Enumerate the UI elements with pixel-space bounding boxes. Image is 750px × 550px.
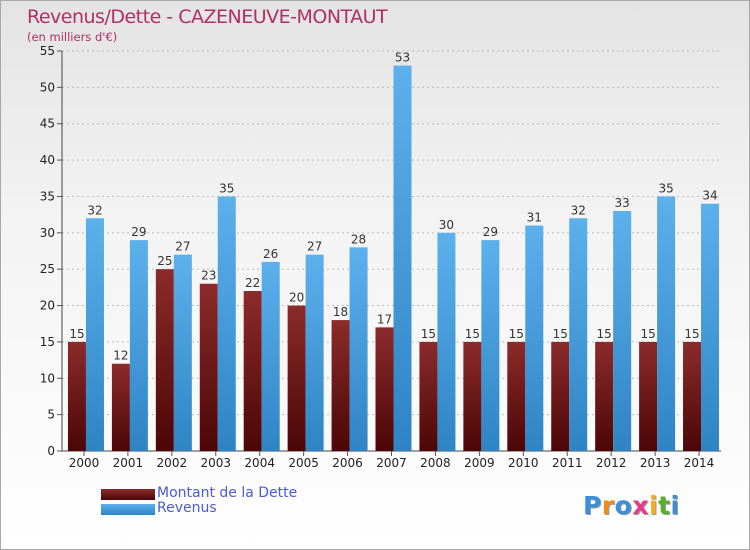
y-tick-label: 15 — [40, 335, 55, 349]
y-tick-label: 20 — [40, 299, 55, 313]
bar-dette — [595, 341, 614, 451]
bar-dette — [155, 269, 174, 451]
bar-revenus — [85, 218, 104, 451]
x-tick-label: 2005 — [288, 456, 319, 470]
data-label-revenus: 29 — [483, 225, 498, 239]
data-label-dette: 25 — [157, 254, 172, 268]
y-tick-label: 30 — [40, 226, 55, 240]
bar-revenus — [525, 225, 544, 451]
data-label-dette: 18 — [333, 305, 348, 319]
y-tick-label: 25 — [40, 262, 55, 276]
bar-dette — [67, 341, 86, 451]
x-tick-label: 2010 — [508, 456, 539, 470]
x-tick-label: 2008 — [420, 456, 451, 470]
data-label-revenus: 28 — [351, 232, 366, 246]
data-label-revenus: 26 — [263, 247, 278, 261]
y-tick-label: 5 — [47, 408, 55, 422]
data-label-revenus: 33 — [615, 196, 630, 210]
y-tick-label: 50 — [40, 80, 55, 94]
y-tick-label: 35 — [40, 189, 55, 203]
bar-revenus — [613, 211, 632, 451]
legend-label-revenus: Revenus — [157, 500, 217, 516]
bar-dette — [243, 291, 262, 451]
y-tick-label: 40 — [40, 153, 55, 167]
y-tick-label: 45 — [40, 117, 55, 131]
bar-dette — [683, 341, 702, 451]
data-label-dette: 15 — [684, 327, 699, 341]
data-label-dette: 15 — [465, 327, 480, 341]
y-tick-label: 0 — [47, 444, 55, 458]
legend-swatch-dette — [101, 489, 155, 500]
x-tick-label: 2013 — [640, 456, 671, 470]
bar-dette — [287, 305, 306, 451]
bar-revenus — [569, 218, 588, 451]
bar-dette — [111, 363, 130, 451]
chart-title: Revenus/Dette - CAZENEUVE-MONTAUT — [27, 6, 388, 28]
data-label-revenus: 30 — [439, 218, 454, 232]
bar-revenus — [437, 232, 456, 451]
data-label-dette: 15 — [553, 327, 568, 341]
data-label-dette: 20 — [289, 291, 304, 305]
x-tick-label: 2003 — [200, 456, 231, 470]
bar-dette — [551, 341, 570, 451]
chart-subtitle: (en milliers d'€) — [27, 30, 118, 44]
y-tick-label: 55 — [40, 44, 55, 58]
bar-revenus — [305, 254, 324, 451]
x-tick-label: 2012 — [596, 456, 627, 470]
data-label-revenus: 32 — [87, 203, 102, 217]
proxiti-logo: Proxiti — [583, 491, 680, 520]
bar-revenus — [261, 261, 280, 451]
bar-revenus — [129, 240, 148, 451]
x-tick-label: 2004 — [244, 456, 275, 470]
x-tick-label: 2000 — [69, 456, 100, 470]
x-tick-label: 2009 — [464, 456, 495, 470]
bar-revenus — [173, 254, 192, 451]
x-tick-label: 2014 — [684, 456, 715, 470]
bar-dette — [639, 341, 658, 451]
legend-label-dette: Montant de la Dette — [157, 485, 298, 501]
data-label-dette: 23 — [201, 269, 216, 283]
data-label-revenus: 31 — [527, 211, 542, 225]
x-tick-label: 2007 — [376, 456, 407, 470]
bar-revenus — [393, 65, 412, 451]
x-tick-label: 2001 — [113, 456, 144, 470]
data-label-revenus: 27 — [307, 240, 322, 254]
legend-swatch-revenus — [101, 504, 155, 515]
bar-revenus — [349, 247, 368, 451]
data-label-dette: 22 — [245, 276, 260, 290]
bar-dette — [507, 341, 526, 451]
data-label-revenus: 34 — [702, 189, 717, 203]
x-tick-label: 2011 — [552, 456, 583, 470]
bar-revenus — [481, 240, 500, 451]
data-label-dette: 15 — [597, 327, 612, 341]
data-label-dette: 15 — [509, 327, 524, 341]
bar-dette — [463, 341, 482, 451]
bar-dette — [375, 327, 394, 451]
data-label-dette: 15 — [640, 327, 655, 341]
data-label-revenus: 35 — [658, 181, 673, 195]
bar-dette — [419, 341, 438, 451]
bar-revenus — [701, 203, 720, 451]
data-label-revenus: 35 — [219, 181, 234, 195]
bar-dette — [199, 283, 218, 451]
data-label-revenus: 53 — [395, 51, 410, 65]
data-label-dette: 12 — [113, 349, 128, 363]
data-label-dette: 17 — [377, 312, 392, 326]
bar-dette — [331, 320, 350, 451]
x-tick-label: 2006 — [332, 456, 363, 470]
data-label-revenus: 29 — [131, 225, 146, 239]
data-label-dette: 15 — [69, 327, 84, 341]
data-label-revenus: 32 — [571, 203, 586, 217]
bar-revenus — [217, 196, 236, 451]
data-label-dette: 15 — [421, 327, 436, 341]
data-label-revenus: 27 — [175, 240, 190, 254]
bar-revenus — [657, 196, 676, 451]
x-tick-label: 2002 — [157, 456, 188, 470]
y-tick-label: 10 — [40, 371, 55, 385]
